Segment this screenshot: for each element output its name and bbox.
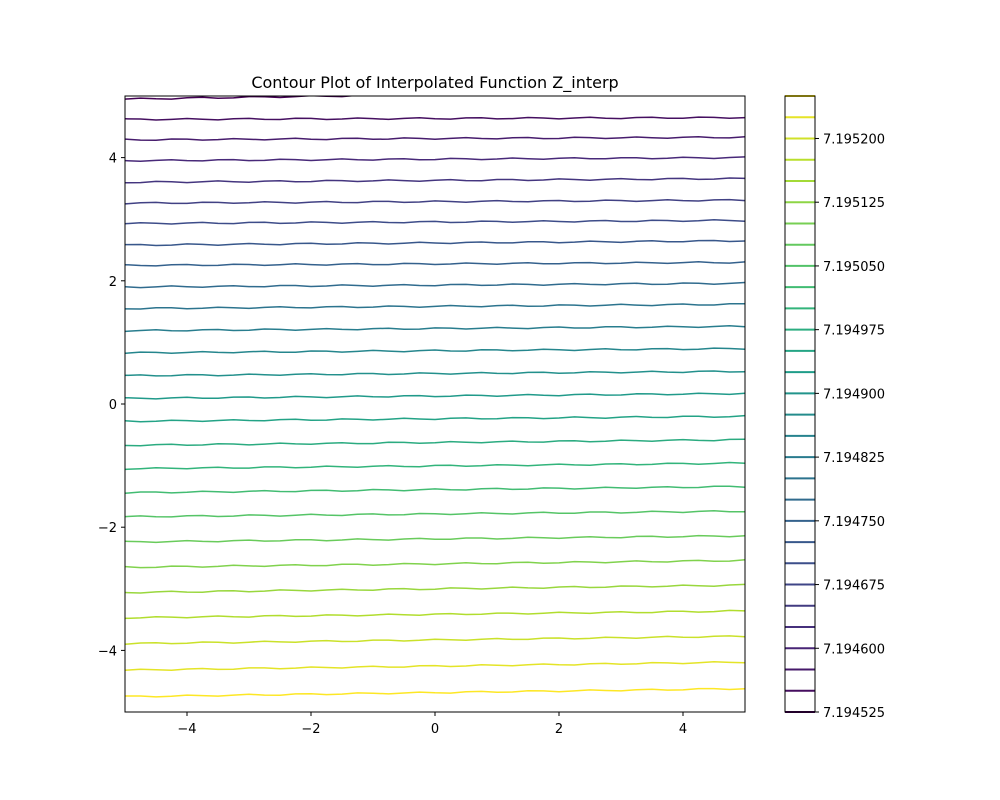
contour-line — [125, 510, 745, 518]
colorbar: 7.194525 7.194600 7.194675 7.194750 7.194825… — [784, 95, 885, 721]
contour-line — [125, 177, 745, 184]
contour-line — [125, 198, 745, 205]
colorbar-tick-label: 7.195125 — [823, 196, 885, 211]
contour-line — [125, 281, 745, 289]
contour-line — [125, 635, 745, 646]
colorbar-tick-label: 7.195200 — [823, 132, 885, 147]
x-tick-label: 2 — [555, 722, 563, 737]
colorbar-tick-label: 7.194525 — [823, 706, 885, 721]
contour-line — [125, 116, 745, 121]
colorbar-tick-label: 7.194750 — [823, 515, 885, 530]
colorbar-frame — [784, 95, 816, 713]
contour-line — [125, 461, 745, 471]
colorbar-tick-label: 7.194675 — [823, 579, 885, 594]
contour-line — [125, 135, 745, 141]
contour-line — [125, 438, 745, 447]
x-tick-label: 0 — [431, 722, 439, 737]
plot-frame — [124, 95, 746, 713]
contour-line — [125, 302, 745, 310]
contour-line — [125, 96, 407, 100]
contour-line — [125, 687, 745, 698]
contour-line — [125, 219, 745, 225]
y-tick-label: 2 — [109, 275, 117, 290]
contour-line — [125, 485, 745, 495]
y-tick-label: 0 — [109, 398, 117, 413]
x-axis: −4 −2 0 2 4 — [177, 712, 687, 737]
x-tick-label: −2 — [301, 722, 320, 737]
contour-line — [125, 370, 745, 377]
colorbar-tick-label: 7.194600 — [823, 642, 885, 657]
x-tick-label: 4 — [679, 722, 687, 737]
contour-line — [125, 559, 745, 569]
contour-line — [125, 609, 745, 620]
contour-line — [125, 156, 745, 163]
colorbar-tick-label: 7.195050 — [823, 260, 885, 275]
contour-lines-group — [125, 96, 745, 698]
chart-title: Contour Plot of Interpolated Function Z_… — [251, 73, 618, 93]
contour-line — [125, 239, 745, 247]
y-axis: −4 −2 0 2 4 — [98, 152, 125, 659]
colorbar-tick-label: 7.194900 — [823, 387, 885, 402]
colorbar-ticks: 7.194525 7.194600 7.194675 7.194750 7.194825… — [815, 132, 885, 721]
contour-line — [125, 583, 745, 594]
contour-line — [125, 661, 745, 671]
colorbar-levels — [785, 95, 815, 713]
y-tick-label: −2 — [98, 521, 117, 536]
colorbar-tick-label: 7.194975 — [823, 324, 885, 339]
contour-line — [125, 392, 745, 400]
y-tick-label: −4 — [98, 644, 117, 659]
contour-line — [125, 414, 745, 423]
colorbar-tick-label: 7.194825 — [823, 451, 885, 466]
contour-line — [125, 325, 745, 333]
contour-line — [125, 347, 745, 355]
x-tick-label: −4 — [177, 722, 196, 737]
y-tick-label: 4 — [109, 152, 117, 167]
contour-line — [125, 534, 745, 544]
contour-line — [125, 261, 745, 267]
